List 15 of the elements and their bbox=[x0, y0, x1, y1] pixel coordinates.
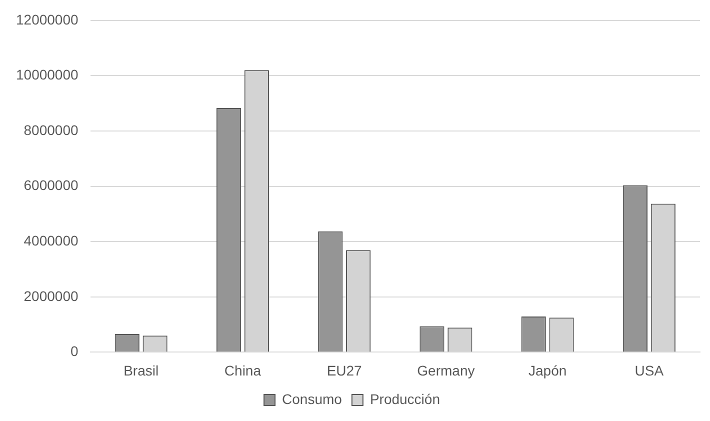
y-tick-label: 12000000 bbox=[16, 11, 78, 28]
x-tick-label: China bbox=[224, 362, 262, 378]
x-tick-label: EU27 bbox=[326, 362, 362, 378]
y-tick-label: 2000000 bbox=[24, 288, 78, 304]
x-tick-label: Brasil bbox=[124, 362, 159, 378]
y-tick-label: 6000000 bbox=[24, 177, 78, 194]
y-tick-label: 0 bbox=[70, 343, 78, 360]
legend-label: Consumo bbox=[282, 390, 342, 407]
legend-label: Producción bbox=[370, 390, 440, 407]
x-tick-label: USA bbox=[634, 362, 664, 378]
y-tick-label: 10000000 bbox=[16, 66, 78, 83]
x-tick-label: Germany bbox=[417, 362, 475, 378]
y-tick-label: 4000000 bbox=[24, 232, 78, 248]
x-tick-label: Japón bbox=[528, 362, 567, 378]
y-tick-label: 8000000 bbox=[24, 122, 78, 138]
